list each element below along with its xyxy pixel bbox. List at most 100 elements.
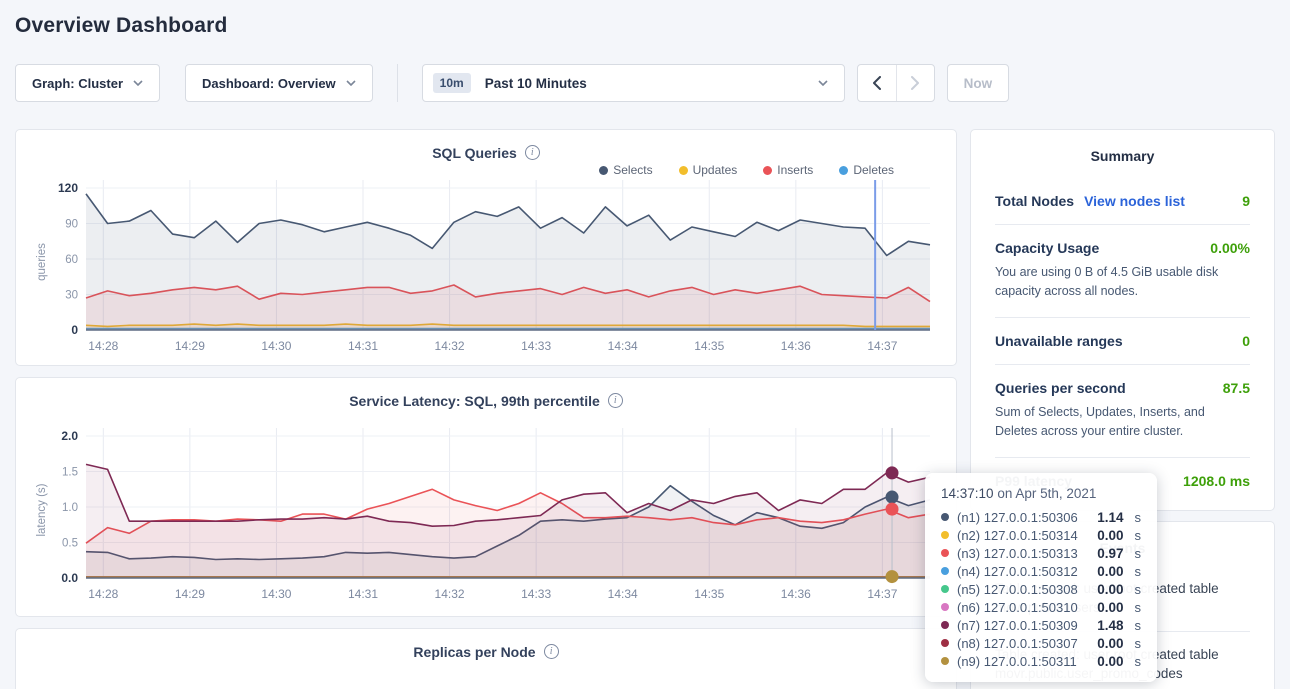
svg-text:14:28: 14:28: [88, 339, 118, 353]
legend-item[interactable]: Inserts: [763, 163, 813, 177]
info-icon[interactable]: i: [524, 145, 540, 160]
summary-row-label: Total Nodes: [995, 193, 1075, 209]
svg-text:60: 60: [65, 254, 78, 266]
tooltip-node-row: (n4) 127.0.0.1:50312 0.00 s: [941, 562, 1141, 580]
chart-plot-row: queries 14:28 14:29 14:30 14:31 14:32 14:33 14…: [32, 178, 940, 358]
legend-item[interactable]: Updates: [678, 163, 737, 177]
info-icon[interactable]: i: [607, 393, 623, 408]
chevron-right-icon: [910, 76, 919, 90]
svg-text:120: 120: [58, 181, 78, 195]
time-range-badge: 10m: [432, 73, 471, 93]
time-range-label: Past 10 Minutes: [484, 75, 587, 91]
chart-title: Replicas per Node: [413, 643, 536, 660]
tooltip-node-row: (n3) 127.0.0.1:50313 0.97 s: [941, 544, 1141, 562]
svg-text:14:34: 14:34: [608, 587, 638, 601]
tooltip-node-row: (n5) 127.0.0.1:50308 0.00 s: [941, 580, 1141, 598]
node-color-dot-icon: [941, 639, 949, 647]
time-back-button[interactable]: [858, 65, 896, 101]
svg-text:14:28: 14:28: [88, 587, 118, 601]
view-nodes-list-link[interactable]: View nodes list: [1084, 193, 1185, 209]
chart-legend: Selects Updates Inserts Deletes: [32, 162, 940, 178]
legend-label: Selects: [613, 163, 653, 177]
service-latency-chart-card: Service Latency: SQL, 99th percentile i …: [15, 377, 957, 617]
charts-column: SQL Queries i Selects Updates Inserts: [15, 129, 957, 689]
svg-text:0.5: 0.5: [62, 538, 78, 550]
sql-queries-plot[interactable]: 14:28 14:29 14:30 14:31 14:32 14:33 14:34 14:35…: [50, 178, 940, 358]
chevron-left-icon: [873, 76, 882, 90]
tooltip-node-label: (n5) 127.0.0.1:50308: [957, 581, 1078, 597]
tooltip-node-label: (n6) 127.0.0.1:50310: [957, 599, 1078, 615]
svg-text:14:29: 14:29: [175, 339, 205, 353]
chevron-down-icon: [133, 80, 143, 86]
y-axis-label: latency (s): [36, 483, 48, 537]
time-range-dropdown[interactable]: 10m Past 10 Minutes: [421, 64, 845, 102]
summary-row-value: 87.5: [1222, 379, 1250, 396]
chart-title: Service Latency: SQL, 99th percentile: [349, 392, 600, 409]
tooltip-node-label: (n4) 127.0.0.1:50312: [957, 563, 1078, 579]
graph-scope-dropdown[interactable]: Graph: Cluster: [15, 64, 161, 102]
tooltip-node-unit: s: [1134, 599, 1142, 615]
tooltip-node-unit: s: [1134, 545, 1142, 561]
time-forward-button[interactable]: [895, 65, 934, 101]
legend-item[interactable]: Deletes: [839, 163, 894, 177]
tooltip-node-label: (n2) 127.0.0.1:50314: [957, 527, 1078, 543]
node-color-dot-icon: [941, 657, 949, 665]
summary-row-label: Capacity Usage: [995, 240, 1100, 256]
svg-text:0: 0: [71, 323, 78, 337]
legend-dot-icon: [763, 165, 773, 175]
tooltip-node-label: (n1) 127.0.0.1:50306: [957, 509, 1078, 525]
svg-text:14:37: 14:37: [867, 587, 897, 601]
tooltip-node-label: (n3) 127.0.0.1:50313: [957, 545, 1078, 561]
chart-title: SQL Queries: [432, 144, 517, 161]
node-color-dot-icon: [941, 531, 949, 539]
summary-row-value: 0: [1242, 332, 1250, 349]
svg-text:30: 30: [65, 290, 78, 302]
tooltip-node-unit: s: [1134, 653, 1142, 669]
node-color-dot-icon: [941, 549, 949, 557]
tooltip-node-label: (n9) 127.0.0.1:50311: [957, 653, 1077, 669]
tooltip-node-value: 0.00: [1097, 599, 1124, 615]
summary-row-label: Unavailable ranges: [995, 332, 1123, 349]
summary-rows: Total Nodes View nodes list 9 Capacity U…: [995, 178, 1250, 504]
summary-row: Queries per second 87.5 Sum of Selects, …: [995, 363, 1250, 457]
node-color-dot-icon: [941, 567, 949, 575]
dashboard-controls: Graph: Cluster Dashboard: Overview 10m P…: [15, 64, 1275, 102]
svg-text:14:30: 14:30: [261, 339, 291, 353]
tooltip-node-row: (n9) 127.0.0.1:50311 0.00 s: [941, 652, 1141, 670]
summary-row-value: 9: [1242, 193, 1250, 209]
chart-plot-row: latency (s) 14:28 14:29 14:30 14:31 14:32 14:…: [32, 426, 940, 606]
service-latency-plot[interactable]: 14:28 14:29 14:30 14:31 14:32 14:33 14:34 14:35…: [50, 426, 940, 606]
dashboard-select-dropdown[interactable]: Dashboard: Overview: [185, 64, 373, 102]
chevron-down-icon: [346, 80, 356, 86]
tooltip-node-row: (n7) 127.0.0.1:50309 1.48 s: [941, 616, 1141, 634]
node-color-dot-icon: [941, 621, 949, 629]
now-button[interactable]: Now: [946, 64, 1010, 102]
chart-legend-empty: [32, 410, 940, 426]
tooltip-node-unit: s: [1134, 581, 1142, 597]
tooltip-node-value: 1.14: [1097, 509, 1124, 525]
tooltip-node-value: 0.00: [1097, 527, 1124, 543]
summary-row-label: Queries per second: [995, 379, 1126, 396]
controls-divider: [396, 64, 398, 102]
legend-item[interactable]: Selects: [599, 163, 653, 177]
summary-row-description: You are using 0 B of 4.5 GiB usable disk…: [995, 265, 1219, 299]
tooltip-node-unit: s: [1134, 617, 1142, 633]
summary-row: Capacity Usage 0.00% You are using 0 B o…: [995, 224, 1250, 317]
tooltip-node-value: 0.00: [1097, 653, 1124, 669]
tooltip-node-value: 0.97: [1097, 545, 1124, 561]
tooltip-node-row: (n8) 127.0.0.1:50307 0.00 s: [941, 634, 1141, 652]
node-color-dot-icon: [941, 603, 949, 611]
svg-text:14:33: 14:33: [521, 587, 551, 601]
summary-row: Unavailable ranges 0: [995, 316, 1250, 364]
svg-text:14:30: 14:30: [261, 587, 291, 601]
info-icon[interactable]: i: [543, 644, 559, 659]
svg-text:1.5: 1.5: [62, 467, 78, 479]
tooltip-node-value: 0.00: [1097, 563, 1124, 579]
svg-text:14:37: 14:37: [867, 339, 897, 353]
tooltip-node-value: 1.48: [1097, 617, 1124, 633]
sql-queries-chart-card: SQL Queries i Selects Updates Inserts: [15, 129, 957, 366]
page-header: Overview Dashboard: [0, 0, 1290, 38]
chevron-down-icon: [818, 80, 828, 86]
legend-dot-icon: [839, 165, 849, 175]
tooltip-node-unit: s: [1134, 527, 1142, 543]
